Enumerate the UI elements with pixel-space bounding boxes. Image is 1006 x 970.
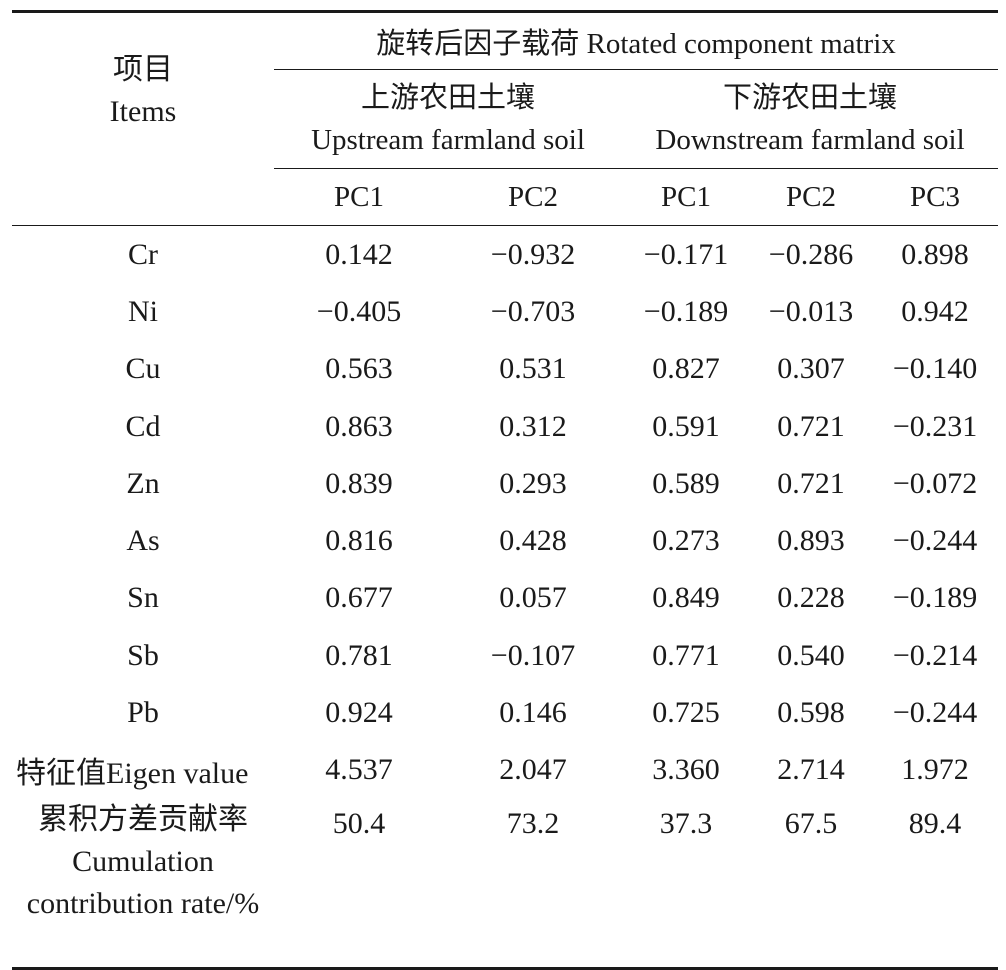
cell-value: 0.816	[325, 524, 393, 558]
cell-value: 0.849	[652, 581, 720, 615]
upstream-header-en: Upstream farmland soil	[311, 124, 585, 156]
upstream-header-cn: 上游农田土壤	[360, 82, 535, 114]
pc-header-up-pc1: PC1	[334, 180, 384, 213]
table-row: Ni −0.405 −0.703 −0.189 −0.013 0.942	[12, 283, 998, 340]
cell-value: 0.293	[499, 466, 567, 500]
cell-value: 0.598	[777, 696, 845, 730]
cell-value: 0.591	[652, 409, 720, 443]
row-item: Sb	[127, 638, 159, 672]
row-item: Ni	[128, 294, 158, 328]
row-item: Zn	[126, 466, 160, 500]
cell-value: 0.721	[777, 409, 845, 443]
cell-value: −0.286	[768, 237, 854, 271]
items-header-en: Items	[109, 94, 177, 128]
cell-value: 0.540	[777, 638, 845, 672]
downstream-header-en: Downstream farmland soil	[655, 124, 965, 156]
cell-value: 0.942	[901, 294, 969, 328]
pc-header-blank	[12, 169, 274, 226]
eigen-label: 特征值Eigen value	[16, 757, 249, 791]
items-header: 项目 Items	[12, 12, 274, 169]
cell-value: 0.721	[777, 466, 845, 500]
upstream-group-header: 上游农田土壤 Upstream farmland soil	[274, 69, 622, 169]
cumulation-value: 67.5	[784, 806, 838, 840]
cell-value: 0.839	[325, 466, 393, 500]
cell-value: 0.589	[652, 466, 720, 500]
cell-value: −0.140	[892, 352, 978, 386]
row-item: Cu	[125, 352, 161, 386]
cumulation-row: 累积方差贡献率 Cumulation contribution rate/% 5…	[12, 799, 999, 969]
cumulation-label-en-2: contribution rate/%	[26, 886, 260, 920]
pc-header-down-pc2: PC2	[786, 180, 836, 213]
cell-value: −0.189	[643, 294, 729, 328]
pc-header-up-pc2: PC2	[508, 180, 558, 213]
cell-value: −0.244	[892, 524, 978, 558]
cell-value: 0.228	[777, 581, 845, 615]
cell-value: 0.531	[499, 352, 567, 386]
cell-value: −0.231	[892, 409, 978, 443]
cell-value: −0.244	[892, 696, 978, 730]
table-row: Sb 0.781 −0.107 0.771 0.540 −0.214	[12, 627, 998, 684]
table-row: Cu 0.563 0.531 0.827 0.307 −0.140	[12, 341, 998, 398]
downstream-group-header: 下游农田土壤 Downstream farmland soil	[622, 69, 999, 169]
cell-value: −0.214	[892, 638, 978, 672]
cumulation-value: 89.4	[908, 806, 962, 840]
cell-value: −0.107	[490, 638, 576, 672]
cell-value: −0.405	[316, 294, 402, 328]
cell-value: 0.273	[652, 524, 720, 558]
eigen-value: 2.047	[499, 753, 567, 787]
cumulation-value: 73.2	[506, 806, 560, 840]
cumulation-label-cn: 累积方差贡献率	[38, 802, 248, 836]
rotated-component-matrix-table: 项目 Items 旋转后因子载荷 Rotated component matri…	[12, 10, 999, 970]
cell-value: 0.312	[499, 409, 567, 443]
cell-value: 0.057	[499, 581, 567, 615]
pc-header-down-pc1: PC1	[661, 180, 711, 213]
cell-value: 0.146	[499, 696, 567, 730]
table-row: Cd 0.863 0.312 0.591 0.721 −0.231	[12, 398, 998, 455]
cell-value: −0.703	[490, 294, 576, 328]
cell-value: 0.781	[325, 638, 393, 672]
cell-value: 0.924	[325, 696, 393, 730]
table-row: As 0.816 0.428 0.273 0.893 −0.244	[12, 512, 998, 569]
cell-value: 0.428	[499, 524, 567, 558]
cumulation-label: 累积方差贡献率 Cumulation contribution rate/%	[12, 799, 274, 969]
cumulation-value: 37.3	[659, 806, 713, 840]
cell-value: 0.563	[325, 352, 393, 386]
eigen-value: 2.714	[777, 753, 845, 787]
cumulation-value: 50.4	[332, 806, 386, 840]
eigen-row: 特征值Eigen value 4.537 2.047 3.360 2.714 1…	[12, 742, 998, 799]
table-row: Pb 0.924 0.146 0.725 0.598 −0.244	[12, 684, 998, 741]
document-page: 项目 Items 旋转后因子载荷 Rotated component matri…	[12, 11, 999, 969]
cell-value: −0.932	[490, 237, 576, 271]
row-item: As	[126, 524, 160, 558]
cell-value: 0.677	[325, 581, 393, 615]
rotated-matrix-title: 旋转后因子载荷 Rotated component matrix	[274, 11, 999, 70]
row-item: Sn	[127, 581, 159, 615]
pc-header-down-pc3: PC3	[910, 180, 961, 213]
cell-value: 0.863	[325, 409, 393, 443]
row-item: Cd	[125, 409, 161, 443]
cell-value: 0.893	[777, 524, 845, 558]
eigen-value: 4.537	[325, 753, 393, 787]
cell-value: 0.771	[652, 638, 720, 672]
row-item: Pb	[127, 696, 159, 730]
table-row: Sn 0.677 0.057 0.849 0.228 −0.189	[12, 570, 998, 627]
table-row: Zn 0.839 0.293 0.589 0.721 −0.072	[12, 455, 998, 512]
eigen-value: 3.360	[652, 753, 720, 787]
cell-value: −0.189	[892, 581, 978, 615]
row-item: Cr	[128, 237, 158, 271]
cell-value: −0.013	[768, 294, 854, 328]
downstream-header-cn: 下游农田土壤	[723, 82, 898, 114]
cell-value: 0.898	[901, 237, 969, 271]
cumulation-label-en-1: Cumulation	[72, 844, 214, 878]
cell-value: 0.307	[777, 352, 845, 386]
items-header-cn: 项目	[113, 52, 173, 86]
cell-value: −0.072	[892, 466, 978, 500]
cell-value: 0.725	[652, 696, 720, 730]
table-row: Cr 0.142 −0.932 −0.171 −0.286 0.898	[12, 226, 998, 284]
cell-value: 0.142	[325, 237, 393, 271]
cell-value: −0.171	[643, 237, 729, 271]
cell-value: 0.827	[652, 352, 720, 386]
eigen-value: 1.972	[901, 753, 969, 787]
